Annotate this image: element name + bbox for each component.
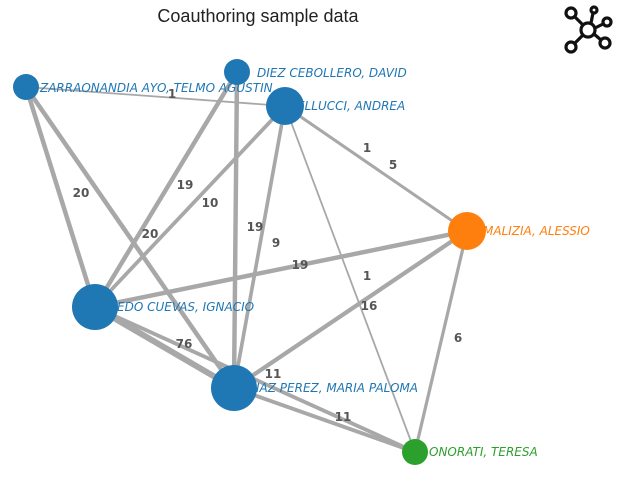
node-diez[interactable]: DIEZ CEBOLLERO, DAVID: [224, 59, 407, 85]
node-label: ONORATI, TERESA: [429, 445, 538, 459]
edge-zarraonandia-aedo[interactable]: [23, 86, 98, 308]
edge-bellucci-onorati[interactable]: [284, 105, 416, 453]
edge-weight-label: 11: [265, 367, 282, 381]
node-circle[interactable]: [266, 87, 304, 125]
node-circle[interactable]: [448, 212, 486, 250]
edge-malizia-aedo[interactable]: [94, 228, 468, 310]
edge-weight-label: 6: [454, 331, 462, 345]
node-circle[interactable]: [13, 74, 39, 100]
node-label: DIEZ CEBOLLERO, DAVID: [257, 66, 407, 80]
edge-weight-label: 5: [389, 158, 397, 172]
edge-weight-label: 19: [292, 258, 309, 272]
edge-weight-label: 10: [202, 196, 219, 210]
edge-aedo-diaz[interactable]: [93, 304, 236, 391]
node-circle[interactable]: [211, 365, 257, 411]
network-graph-icon[interactable]: [560, 2, 616, 56]
node-circle[interactable]: [402, 439, 428, 465]
edge-weight-label: 9: [272, 236, 280, 250]
edge-malizia-onorati[interactable]: [413, 230, 469, 453]
node-bellucci[interactable]: ELLUCCI, ANDREA: [266, 87, 405, 125]
edge-diez-diaz[interactable]: [231, 71, 240, 389]
node-onorati[interactable]: ONORATI, TERESA: [402, 439, 538, 465]
edge-weight-label: 19: [177, 178, 194, 192]
node-aedo[interactable]: EDO CUEVAS, IGNACIO: [72, 284, 254, 330]
edge-weight-label: 16: [361, 299, 378, 313]
edge-weight-label: 76: [176, 337, 193, 351]
edge-weight-label: 1: [363, 269, 371, 283]
edge-diaz-onorati[interactable]: [233, 386, 416, 454]
node-label: IAZ PEREZ, MARIA PALOMA: [256, 381, 418, 395]
node-diaz[interactable]: IAZ PEREZ, MARIA PALOMA: [211, 365, 418, 411]
edge-weight-label: 20: [142, 227, 159, 241]
edge-zarraonandia-diaz[interactable]: [24, 85, 236, 390]
edge-weight-label: 20: [73, 186, 90, 200]
edge-bellucci-malizia[interactable]: [284, 104, 468, 233]
node-label: EDO CUEVAS, IGNACIO: [117, 300, 254, 314]
edge-diez-aedo[interactable]: [93, 70, 239, 309]
edge-malizia-diaz[interactable]: [232, 229, 469, 390]
chart-title: Coauthoring sample data: [157, 6, 359, 26]
node-circle[interactable]: [224, 59, 250, 85]
node-zarraonandia[interactable]: ZARRAONANDIA AYO, TELMO AGUSTIN: [13, 74, 273, 100]
edge-bellucci-diaz[interactable]: [232, 105, 287, 389]
node-malizia[interactable]: MALIZIA, ALESSIO: [448, 212, 590, 250]
node-label: ELLUCCI, ANDREA: [297, 99, 405, 113]
edges-layer: [23, 70, 469, 454]
edge-weight-label: 11: [335, 410, 352, 424]
node-label: MALIZIA, ALESSIO: [483, 224, 590, 238]
node-circle[interactable]: [72, 284, 118, 330]
edge-weight-label: 19: [247, 220, 264, 234]
edge-weight-label: 1: [168, 87, 176, 101]
node-label: ZARRAONANDIA AYO, TELMO AGUSTIN: [39, 81, 273, 95]
edge-weight-label: 1: [363, 141, 371, 155]
edge-zarraonandia-bellucci[interactable]: [25, 86, 286, 107]
edge-bellucci-aedo[interactable]: [93, 104, 287, 309]
